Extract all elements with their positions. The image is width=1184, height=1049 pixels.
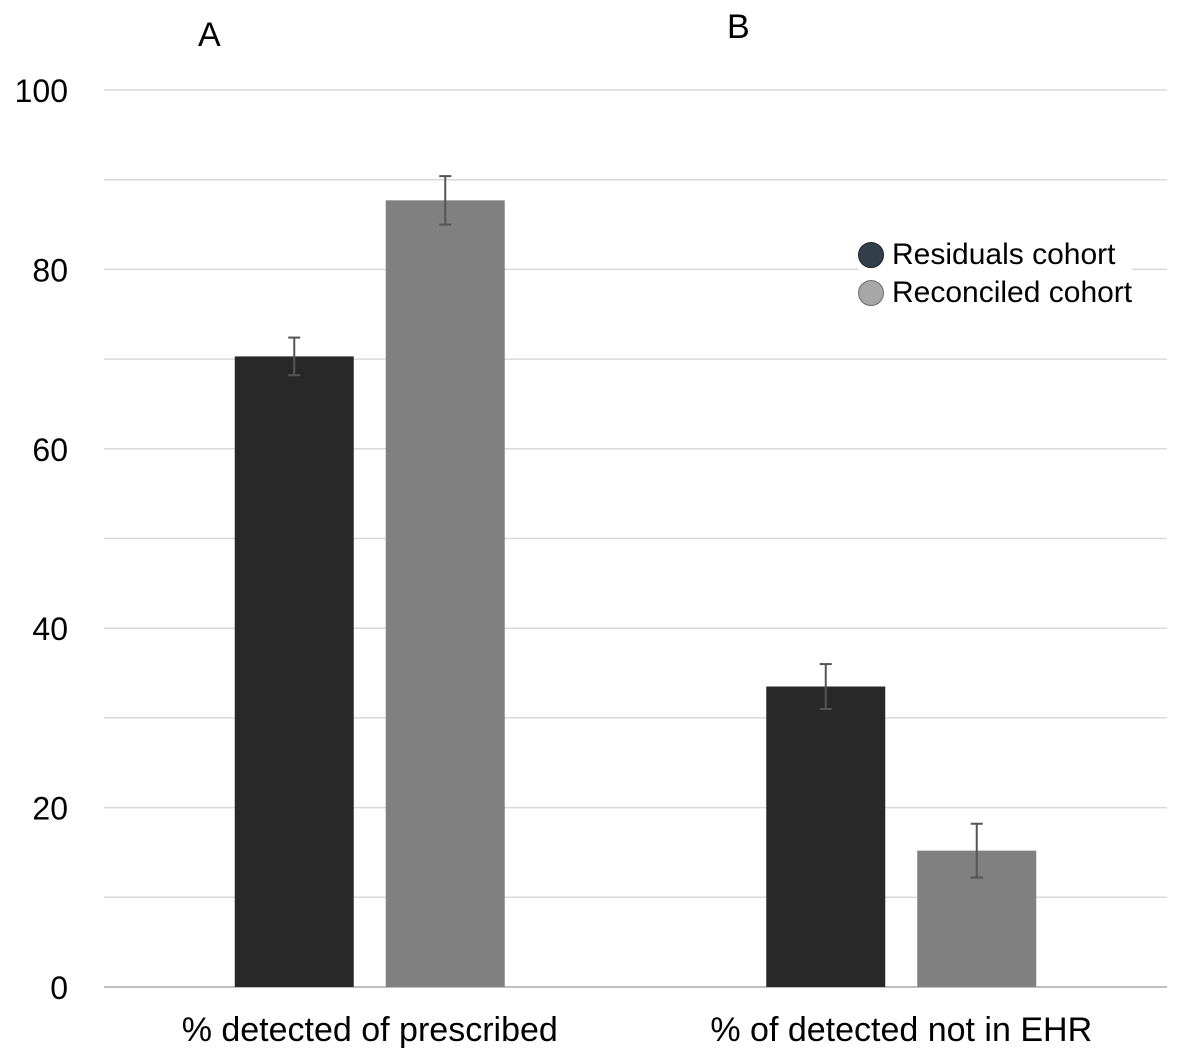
bar-residuals-0 xyxy=(234,356,354,987)
x-axis-labels: % detected of prescribed % of detected no… xyxy=(182,1011,1092,1049)
panel-label-b: B xyxy=(727,8,750,46)
bars xyxy=(234,200,1037,987)
x-tick-label: % of detected not in EHR xyxy=(710,1011,1092,1049)
legend-label-reconciled: Reconciled cohort xyxy=(892,276,1133,309)
legend-item-residuals: Residuals cohort xyxy=(858,236,1132,274)
legend-swatch-reconciled xyxy=(858,280,884,306)
y-tick-label: 60 xyxy=(32,432,68,468)
legend: Residuals cohort Reconciled cohort xyxy=(858,236,1133,312)
bar-residuals-1 xyxy=(766,686,886,987)
y-axis-ticks: 0 20 40 60 80 100 xyxy=(15,73,68,1006)
y-tick-label: 0 xyxy=(50,970,68,1006)
error-bars xyxy=(288,175,983,879)
legend-swatch-residuals xyxy=(858,242,884,268)
x-tick-label: % detected of prescribed xyxy=(182,1011,558,1049)
y-tick-label: 80 xyxy=(32,252,68,288)
y-tick-label: 20 xyxy=(32,791,68,827)
legend-label-residuals: Residuals cohort xyxy=(892,238,1116,271)
legend-item-reconciled: Reconciled cohort xyxy=(858,274,1132,312)
y-tick-label: 100 xyxy=(15,73,68,109)
y-tick-label: 40 xyxy=(32,611,68,647)
bar-reconciled-0 xyxy=(385,200,505,987)
panel-label-a: A xyxy=(198,16,221,54)
